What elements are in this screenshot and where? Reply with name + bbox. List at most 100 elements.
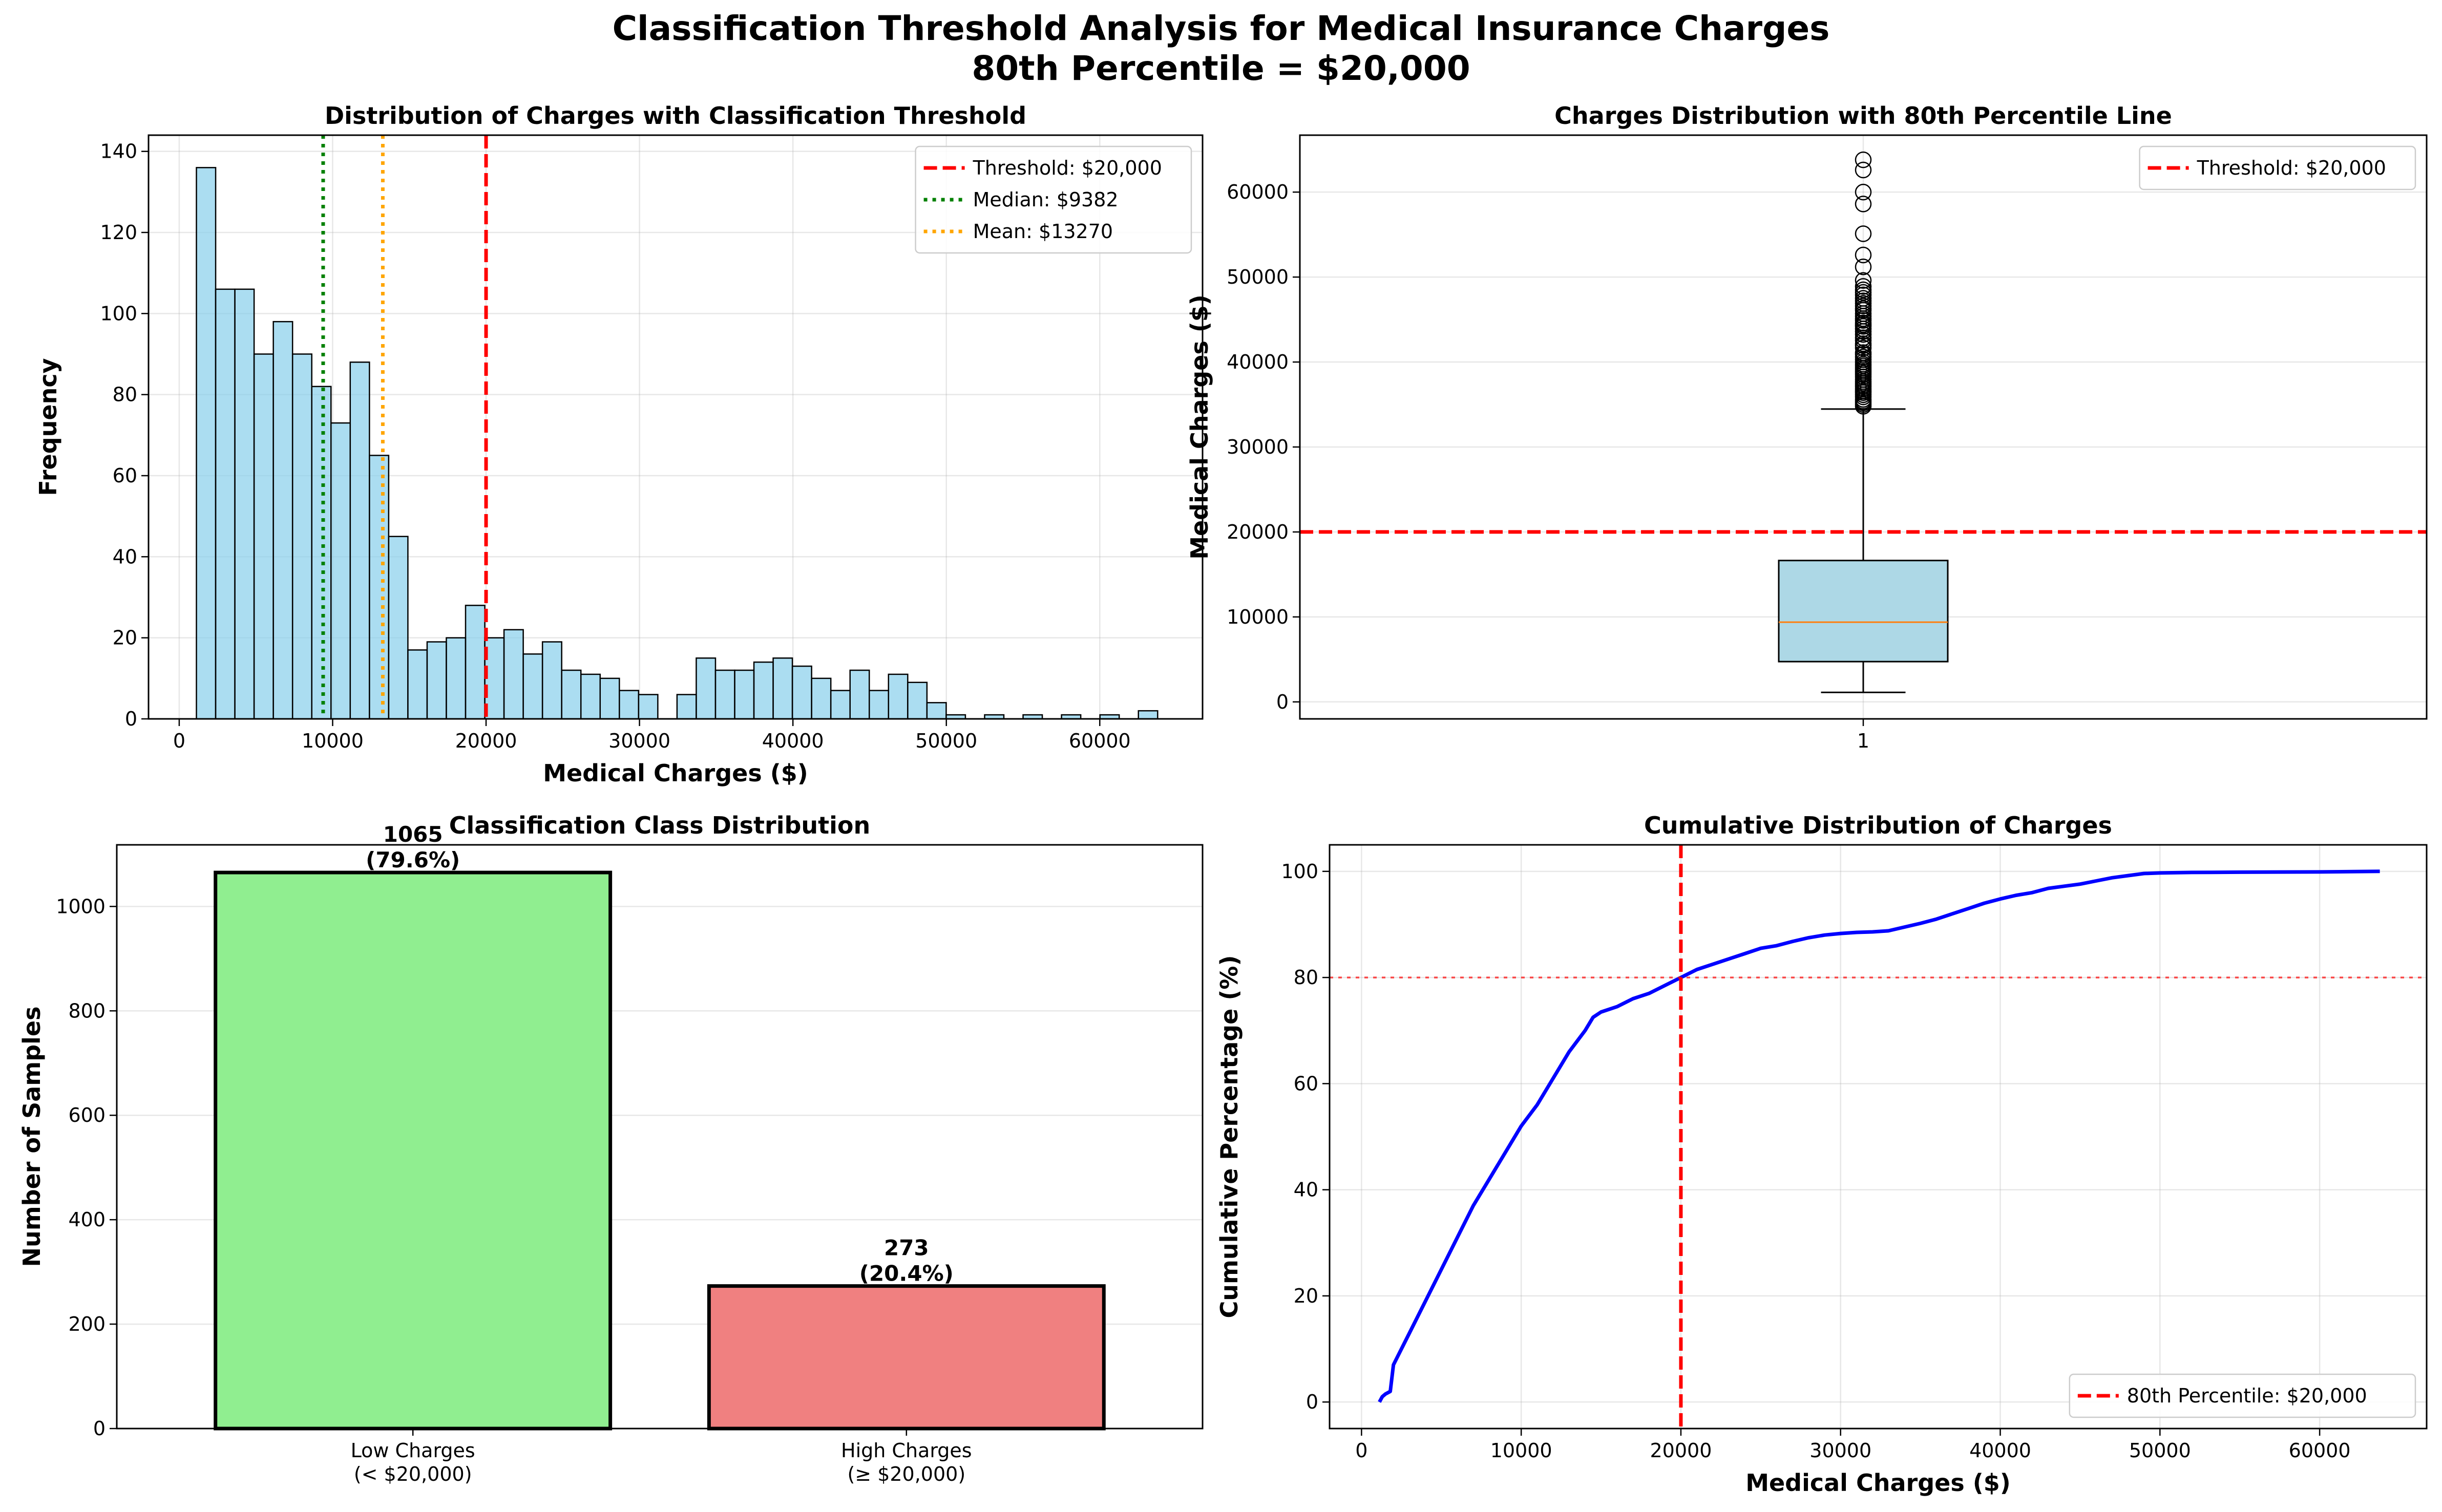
x-tick-label: 10000 — [1490, 1439, 1552, 1462]
class-bar — [707, 1284, 1106, 1431]
histogram-bar — [465, 605, 486, 720]
y-axis-label: Frequency — [34, 358, 62, 496]
class-bar — [214, 870, 613, 1431]
outlier-point — [1855, 225, 1872, 242]
x-tick-label: 0 — [1355, 1439, 1367, 1462]
x-axis-label: Medical Charges ($) — [543, 759, 808, 787]
bar-count-label: 273 — [884, 1236, 929, 1261]
legend: Threshold: $20,000 — [2139, 145, 2416, 190]
histogram-bar — [599, 677, 620, 720]
histogram-bar — [753, 661, 774, 720]
bar-count-label: 1065 — [383, 822, 443, 847]
legend-box — [2139, 145, 2416, 190]
y-tick-label: 400 — [68, 1208, 106, 1231]
histogram-bar — [1138, 710, 1159, 720]
outlier-point — [1855, 151, 1872, 168]
legend-box — [915, 145, 1192, 254]
figure-title-line1: Classification Threshold Analysis for Me… — [613, 9, 1830, 48]
outlier-point — [1855, 196, 1872, 212]
outlier-point — [1855, 278, 1872, 295]
outlier-point — [1855, 272, 1872, 289]
x-tick-label: 50000 — [915, 730, 977, 752]
cdf-line — [1378, 869, 2380, 1403]
histogram-bar — [369, 455, 390, 720]
bar-percent-label: (79.6%) — [366, 847, 460, 872]
histogram-bar — [580, 673, 601, 720]
y-tick-label: 10000 — [1227, 606, 1289, 628]
y-tick-label: 80 — [113, 384, 137, 406]
histogram-bar — [349, 361, 370, 720]
y-tick-label: 50000 — [1227, 266, 1289, 288]
histogram-bar — [388, 536, 409, 720]
histogram-bar — [234, 288, 255, 720]
axes-frame — [148, 134, 1204, 720]
chart-title: Distribution of Charges with Classificat… — [325, 102, 1026, 130]
axes-frame — [116, 844, 1204, 1430]
histogram-bar — [926, 702, 947, 720]
y-axis-label: Medical Charges ($) — [1186, 294, 1213, 560]
histogram-bar — [869, 690, 890, 720]
histogram-bar — [291, 353, 312, 720]
bar-percent-label: (20.4%) — [859, 1261, 954, 1286]
legend-label: Median: $9382 — [973, 188, 1119, 211]
box-iqr — [1778, 560, 1949, 663]
y-tick-label: 120 — [100, 221, 137, 244]
y-tick-label: 30000 — [1227, 436, 1289, 458]
histogram-bar — [811, 677, 832, 720]
histogram-bar — [830, 690, 851, 720]
histogram-bar — [619, 690, 640, 720]
x-tick-label: High Charges — [841, 1439, 972, 1462]
y-tick-label: 0 — [1276, 691, 1289, 713]
histogram-bar — [503, 629, 524, 720]
x-tick-label: 50000 — [2129, 1439, 2191, 1462]
y-tick-label: 100 — [100, 302, 137, 325]
y-tick-label: 800 — [68, 999, 106, 1022]
outlier-point — [1855, 161, 1872, 179]
y-tick-label: 600 — [68, 1104, 106, 1126]
histogram-panel: 0 20 40 60 80 100 120 140 0 10000 20000 30000 40000 5… — [34, 102, 1204, 787]
legend: Threshold: $20,000 Median: $9382 Mean: $13… — [915, 145, 1192, 254]
y-tick-label: 0 — [125, 708, 137, 730]
legend-label: Mean: $13270 — [973, 220, 1113, 243]
histogram-bar — [734, 669, 755, 720]
x-tick-label: 0 — [173, 730, 185, 752]
x-tick-label: 30000 — [1809, 1439, 1871, 1462]
chart-title: Cumulative Distribution of Charges — [1644, 812, 2112, 839]
x-axis-label: Medical Charges ($) — [1745, 1469, 2011, 1497]
histogram-bar — [253, 353, 274, 720]
x-tick-label: 40000 — [762, 730, 824, 752]
x-tick-label: 60000 — [2289, 1439, 2351, 1462]
y-tick-label: 60 — [113, 464, 137, 487]
outlier-point — [1855, 183, 1872, 201]
x-tick-label: 1 — [1857, 730, 1869, 752]
histogram-bar — [849, 669, 870, 720]
x-tick-label: 60000 — [1069, 730, 1131, 752]
chart-title: Classification Class Distribution — [449, 812, 871, 839]
outlier-point — [1855, 281, 1872, 299]
histogram-bar — [888, 673, 909, 720]
outlier-point — [1855, 246, 1872, 264]
y-axis-label: Number of Samples — [18, 1006, 46, 1267]
y-tick-label: 60 — [1294, 1072, 1318, 1095]
x-tick-label: (≥ $20,000) — [847, 1463, 965, 1485]
y-tick-label: 40000 — [1227, 351, 1289, 373]
figure-title-line2: 80th Percentile = $20,000 — [972, 49, 1470, 88]
y-tick-label: 0 — [1306, 1391, 1318, 1413]
outlier-point — [1855, 258, 1872, 275]
y-axis-label: Cumulative Percentage (%) — [1215, 955, 1243, 1318]
x-tick-label: 20000 — [1650, 1439, 1712, 1462]
x-tick-label: Low Charges — [351, 1439, 475, 1462]
chart-title: Charges Distribution with 80th Percentil… — [1554, 102, 2172, 130]
axes-frame — [1329, 844, 2428, 1430]
boxplot-panel: 0 10000 20000 30000 40000 50000 60000 1 Charges … — [1186, 102, 2428, 752]
legend-label: Threshold: $20,000 — [973, 157, 1162, 179]
histogram-bar — [330, 422, 351, 720]
histogram-bar — [272, 321, 293, 720]
histogram-bar — [907, 682, 928, 720]
y-tick-label: 20 — [1294, 1285, 1318, 1307]
x-tick-label: 20000 — [455, 730, 517, 752]
y-tick-label: 40 — [113, 545, 137, 568]
histogram-bar — [791, 665, 812, 720]
